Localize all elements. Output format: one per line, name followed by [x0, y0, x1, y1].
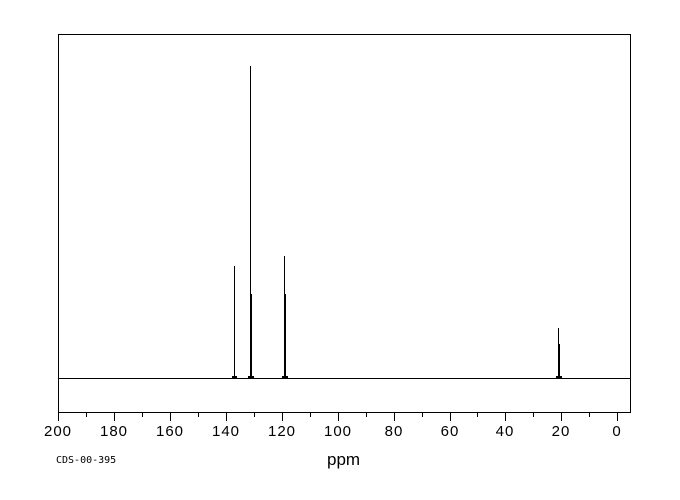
x-minor-tick	[310, 413, 311, 417]
spectrum-id-label: CDS-00-395	[56, 455, 117, 466]
x-major-tick	[561, 413, 562, 421]
peak-line	[250, 66, 251, 378]
x-major-tick	[170, 413, 171, 421]
x-minor-tick	[86, 413, 87, 417]
x-minor-tick	[254, 413, 255, 417]
x-major-tick	[450, 413, 451, 421]
x-minor-tick	[533, 413, 534, 417]
peak-line	[234, 266, 235, 378]
plot-frame	[58, 34, 631, 413]
x-tick-label: 160	[155, 423, 185, 440]
x-tick-label: 40	[495, 423, 515, 440]
x-major-tick	[617, 413, 618, 421]
peak-line	[284, 256, 285, 378]
x-tick-label: 80	[384, 423, 404, 440]
x-axis-label: ppm	[327, 450, 361, 469]
x-minor-tick	[589, 413, 590, 417]
x-major-tick	[282, 413, 283, 421]
x-tick-label: 20	[551, 423, 571, 440]
x-major-tick	[114, 413, 115, 421]
x-tick-label: 200	[43, 423, 73, 440]
spectrum-baseline	[58, 378, 631, 379]
x-minor-tick	[198, 413, 199, 417]
x-major-tick	[58, 413, 59, 421]
peak-base	[283, 376, 288, 378]
x-major-tick	[394, 413, 395, 421]
x-minor-tick	[422, 413, 423, 417]
x-tick-label: 120	[267, 423, 297, 440]
x-tick-label: 180	[99, 423, 129, 440]
peak-line	[559, 344, 560, 378]
x-tick-label: 0	[612, 423, 622, 440]
peak-base	[232, 376, 237, 378]
x-major-tick	[226, 413, 227, 421]
x-minor-tick	[366, 413, 367, 417]
x-major-tick	[505, 413, 506, 421]
x-tick-label: 140	[211, 423, 241, 440]
peak-base	[557, 376, 562, 378]
x-minor-tick	[142, 413, 143, 417]
peak-line	[285, 294, 286, 378]
peak-line	[251, 294, 252, 378]
x-minor-tick	[477, 413, 478, 417]
peak-line	[558, 328, 559, 378]
peak-base	[249, 376, 254, 378]
x-major-tick	[338, 413, 339, 421]
x-tick-label: 60	[440, 423, 460, 440]
x-tick-label: 100	[323, 423, 353, 440]
